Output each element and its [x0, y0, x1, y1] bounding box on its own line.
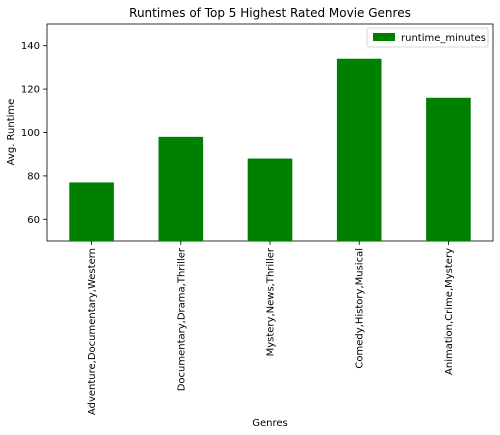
bar-3 — [337, 59, 382, 241]
bars — [69, 59, 470, 241]
y-tick-label-4: 140 — [21, 41, 40, 52]
legend-label: runtime_minutes — [401, 33, 486, 44]
bar-0 — [69, 182, 114, 241]
x-axis: Adventure,Documentary,Western Documentary… — [87, 241, 455, 415]
legend: runtime_minutes — [367, 28, 488, 47]
x-tick-label-1: Documentary,Drama,Thriller — [176, 247, 187, 391]
y-tick-label-3: 120 — [21, 85, 40, 96]
x-axis-label: Genres — [252, 418, 288, 429]
bar-1 — [159, 137, 204, 241]
y-tick-label-2: 100 — [21, 128, 40, 139]
x-tick-label-0: Adventure,Documentary,Western — [87, 248, 98, 415]
y-tick-label-1: 80 — [27, 171, 40, 182]
bar-4 — [426, 98, 471, 241]
x-tick-label-4: Animation,Crime,Mystery — [444, 248, 455, 375]
bar-2 — [248, 159, 293, 241]
legend-swatch — [373, 33, 395, 41]
chart-title: Runtimes of Top 5 Highest Rated Movie Ge… — [129, 6, 411, 20]
y-axis: 60 80 100 120 140 — [21, 41, 47, 226]
y-axis-label: Avg. Runtime — [6, 99, 17, 166]
x-tick-label-3: Comedy,History,Musical — [355, 248, 366, 369]
x-tick-label-2: Mystery,News,Thriller — [266, 247, 277, 356]
y-tick-label-0: 60 — [27, 215, 40, 226]
